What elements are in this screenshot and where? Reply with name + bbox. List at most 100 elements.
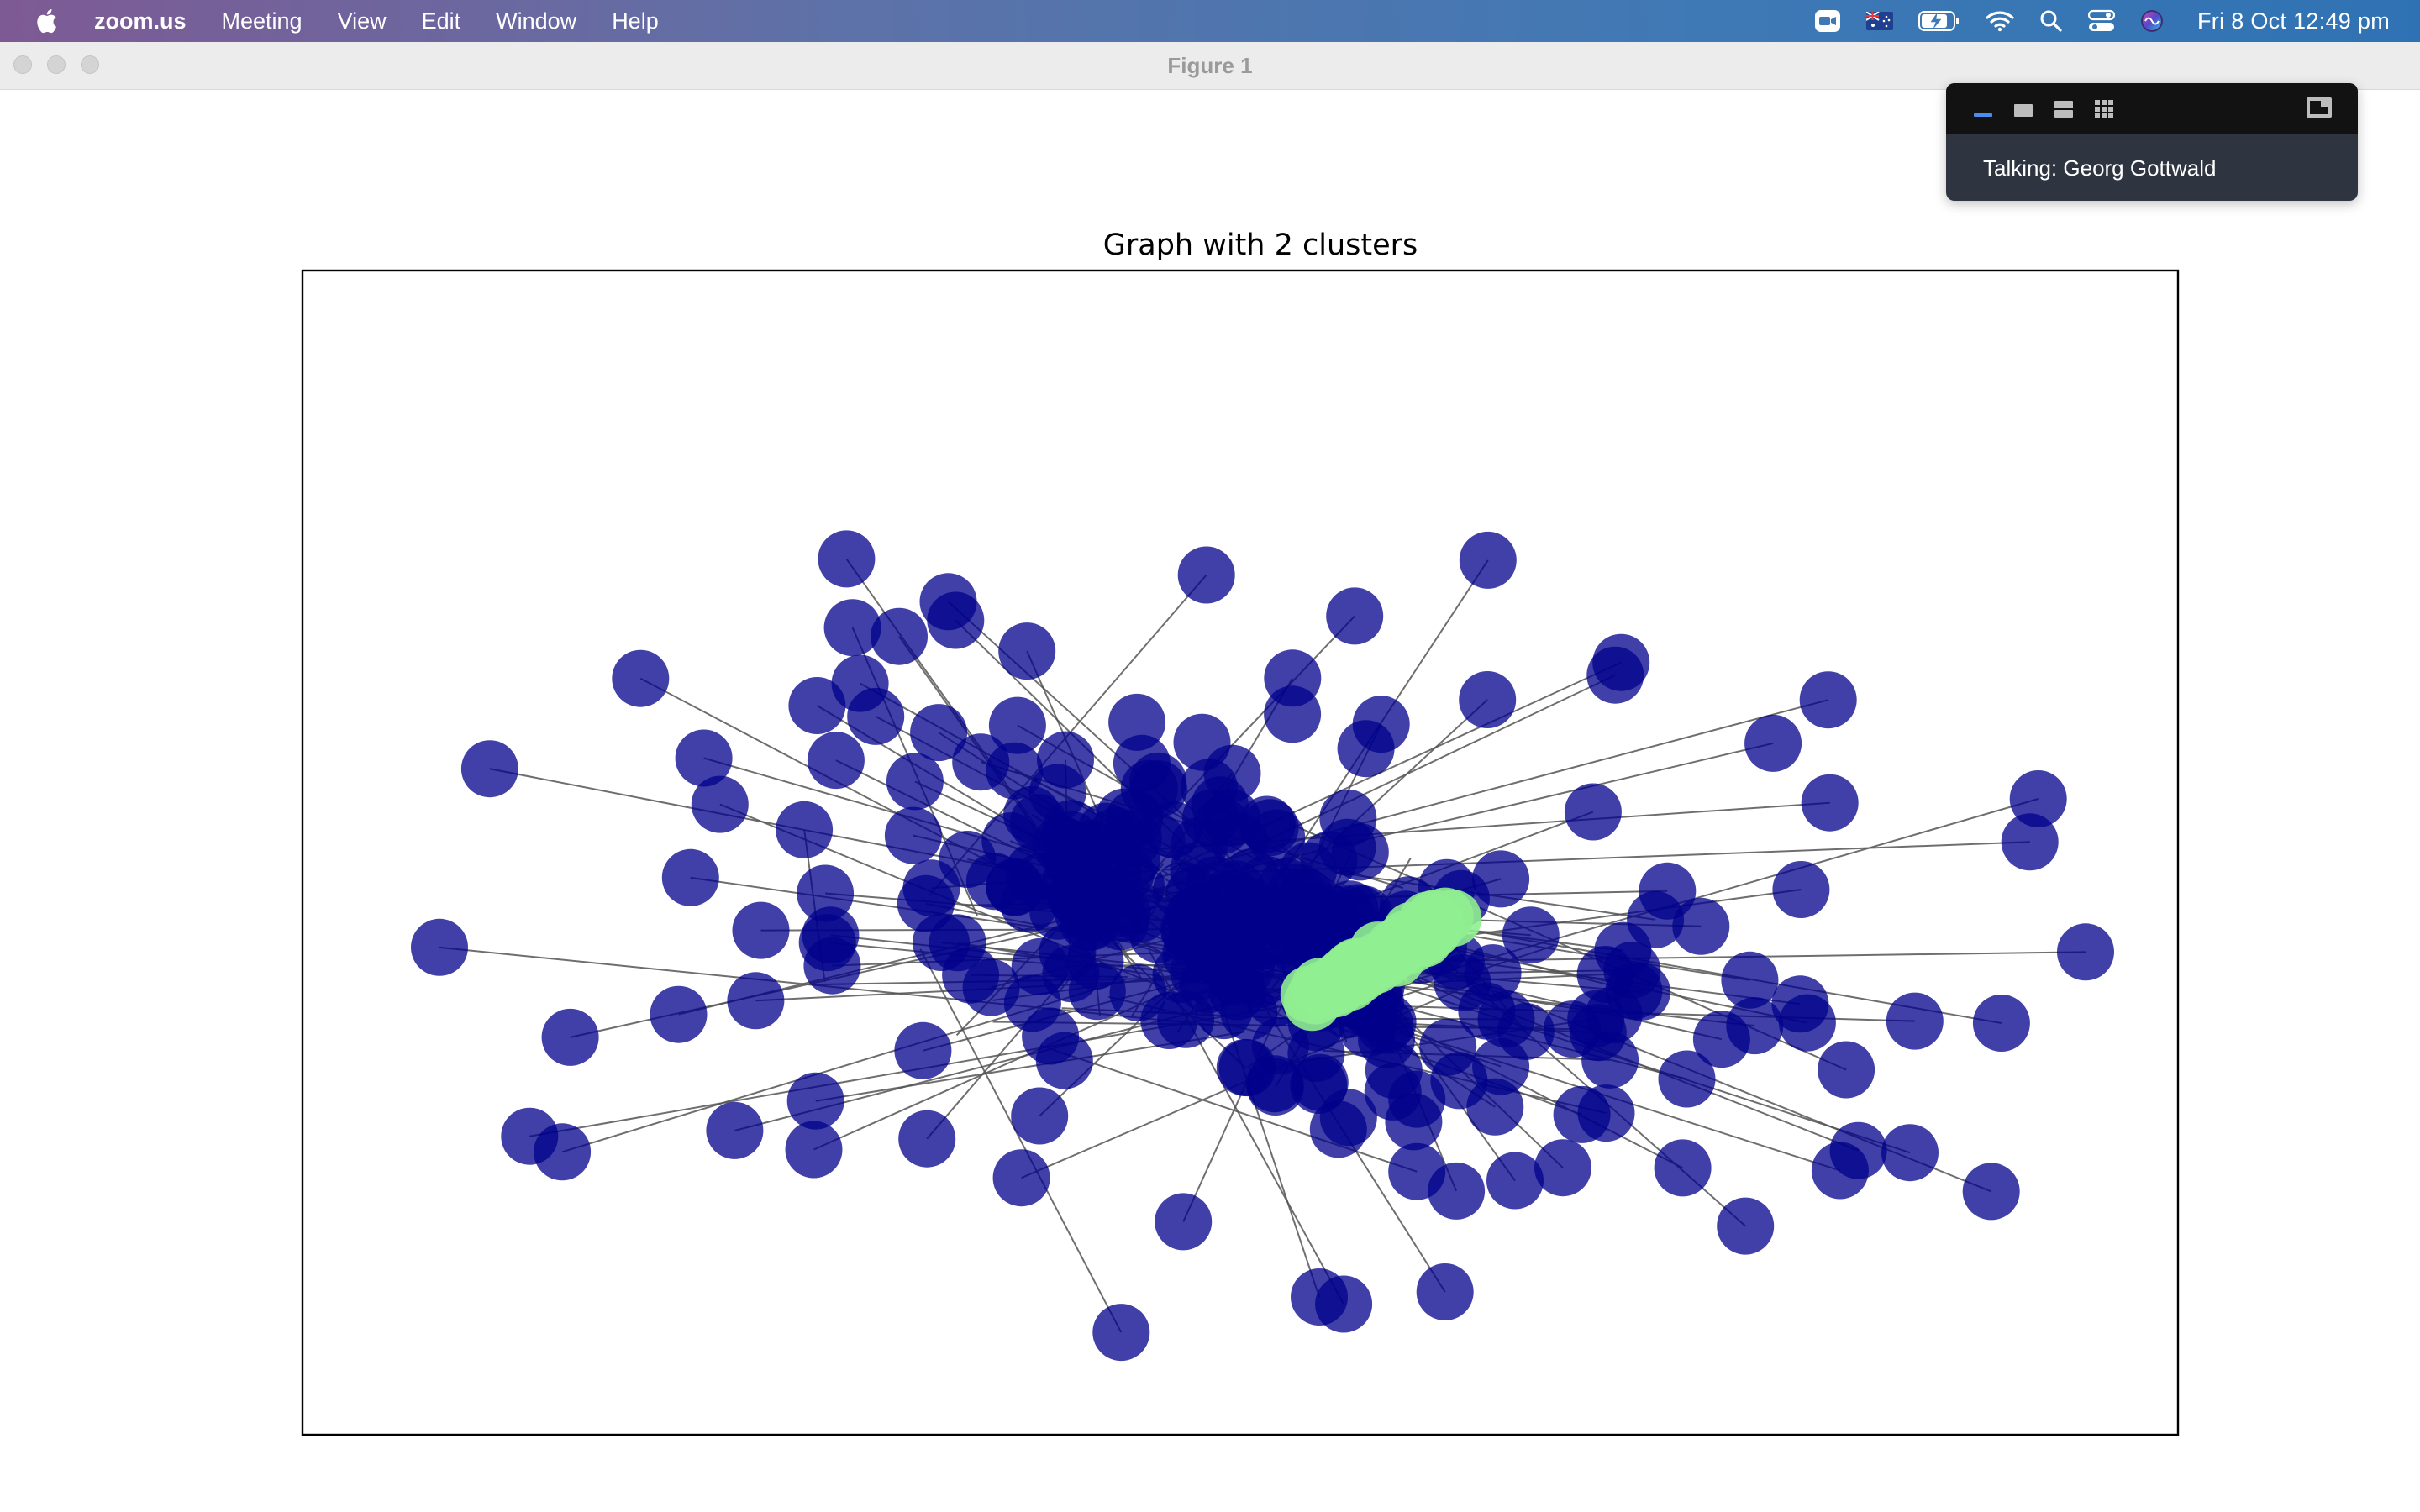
graph-node-cluster-1: [706, 1101, 764, 1159]
battery-charging-icon[interactable]: [1918, 10, 1960, 32]
spotlight-search-icon[interactable]: [2039, 9, 2063, 33]
chart-title: Graph with 2 clusters: [1102, 228, 1418, 262]
graph-node-cluster-1: [1581, 1031, 1639, 1089]
graph-node-cluster-1: [913, 914, 970, 971]
close-window-button[interactable]: [13, 55, 32, 74]
wifi-icon[interactable]: [1986, 10, 2014, 32]
speaker-view-icon[interactable]: [2012, 98, 2035, 120]
graph-node-cluster-1: [1291, 1268, 1348, 1326]
control-center-icon[interactable]: [2088, 9, 2116, 33]
graph-node-cluster-1: [1459, 671, 1517, 728]
graph-node-cluster-1: [1326, 587, 1384, 645]
minimize-window-button[interactable]: [47, 55, 66, 74]
graph-node-cluster-1: [1726, 997, 1784, 1055]
graph-node-cluster-1: [910, 704, 968, 762]
graph-node-cluster-1: [1140, 992, 1198, 1049]
graph-node-cluster-1: [727, 972, 785, 1030]
minimize-view-icon[interactable]: [1971, 98, 1995, 120]
graph-node-cluster-1: [1592, 633, 1650, 691]
graph-node-cluster-1: [1672, 897, 1730, 955]
graph-node-cluster-1: [1564, 783, 1622, 841]
graph-node-cluster-1: [1962, 1163, 2020, 1221]
menu-window[interactable]: Window: [496, 8, 577, 34]
graph-node-cluster-1: [650, 985, 708, 1043]
graph-node-cluster-1: [986, 858, 1044, 916]
graph-node-cluster-1: [1717, 1197, 1775, 1255]
graph-node-cluster-1: [1472, 850, 1530, 908]
figure-canvas: Graph with 2 clusters: [0, 90, 2420, 1512]
zoom-camera-icon[interactable]: [1814, 9, 1841, 33]
graph-node-cluster-1: [1419, 1018, 1477, 1076]
graph-node-cluster-1: [871, 607, 928, 665]
graph-node-cluster-1: [1801, 774, 1859, 832]
menu-view[interactable]: View: [337, 8, 387, 34]
graph-node-cluster-1: [1063, 885, 1121, 942]
graph-node-cluster-1: [1744, 714, 1802, 772]
graph-node-cluster-1: [1772, 861, 1830, 918]
expand-window-icon[interactable]: [2306, 97, 2333, 118]
graph-node-cluster-1: [1129, 906, 1186, 963]
graph-node-cluster-1: [1043, 811, 1101, 869]
graph-node-cluster-1: [1658, 1050, 1716, 1108]
graph-node-cluster-1: [798, 914, 856, 972]
graph-node-cluster-1: [1829, 1121, 1887, 1179]
gallery-view-icon[interactable]: [2092, 98, 2116, 120]
graph-node-cluster-1: [1128, 812, 1186, 870]
graph-node-cluster-1: [1011, 1087, 1069, 1145]
graph-node-cluster-1: [675, 729, 733, 787]
graph-node-cluster-1: [1177, 546, 1235, 604]
menu-bar-clock[interactable]: Fri 8 Oct 12:49 pm: [2197, 8, 2390, 34]
graph-node-cluster-1: [1721, 951, 1779, 1009]
graph-node-cluster-1: [2009, 770, 2067, 827]
graph-node-cluster-1: [1245, 1055, 1303, 1113]
app-name[interactable]: zoom.us: [94, 8, 187, 34]
graph-edge: [919, 948, 1123, 1333]
graph-node-cluster-1: [1972, 995, 2030, 1052]
graph-node-cluster-1: [1486, 1152, 1544, 1210]
graph-node-cluster-1: [1428, 1162, 1486, 1220]
graph-node-cluster-1: [898, 1110, 956, 1168]
graph-node-cluster-1: [1220, 983, 1278, 1041]
graph-node-cluster-1: [1300, 831, 1358, 889]
graph-node-cluster-1: [1092, 1304, 1150, 1362]
graph-node-cluster-1: [797, 864, 855, 922]
graph-node-cluster-1: [1287, 1024, 1345, 1082]
menu-bar: zoom.us Meeting View Edit Window Help Fr…: [0, 0, 2420, 42]
graph-node-cluster-1: [823, 599, 881, 657]
graph-node-cluster-1: [1594, 921, 1652, 979]
graph-node-cluster-1: [1459, 531, 1517, 589]
graph-node-cluster-1: [1155, 1193, 1213, 1251]
zoom-window-button[interactable]: [81, 55, 99, 74]
graph-node-cluster-1: [732, 901, 790, 959]
window-title: Figure 1: [1167, 53, 1253, 78]
graph-node-cluster-1: [1553, 1085, 1611, 1143]
graph-node-cluster-1: [1129, 752, 1187, 810]
graph-node-cluster-1: [1238, 795, 1296, 853]
graph-node-cluster-1: [1182, 925, 1240, 983]
graph-node-cluster-1: [998, 622, 1056, 680]
menu-meeting[interactable]: Meeting: [221, 8, 302, 34]
talking-indicator: Talking: Georg Gottwald: [1983, 155, 2217, 181]
graph-node-cluster-1: [1203, 744, 1261, 802]
graph-node-cluster-1: [1108, 693, 1166, 751]
network-graph-plot: [301, 269, 2180, 1436]
graph-node-cluster-1: [1182, 790, 1239, 848]
graph-node-cluster-1: [831, 654, 889, 712]
graph-node-cluster-1: [818, 530, 876, 588]
graph-node-cluster-1: [807, 732, 865, 790]
graph-node-cluster-1: [1477, 990, 1535, 1048]
graph-node-cluster-1: [2001, 813, 2059, 871]
graph-node-cluster-1: [460, 740, 518, 798]
strip-view-icon[interactable]: [2052, 98, 2075, 120]
australia-flag-icon[interactable]: [1866, 12, 1894, 30]
graph-node-cluster-1: [1534, 1139, 1591, 1197]
siri-icon[interactable]: [2140, 9, 2164, 33]
graph-node-cluster-1: [1886, 992, 1944, 1050]
menu-edit[interactable]: Edit: [421, 8, 461, 34]
graph-node-cluster-1: [1654, 1139, 1712, 1197]
graph-node-cluster-1: [661, 848, 719, 906]
menu-help[interactable]: Help: [612, 8, 659, 34]
zoom-floating-panel[interactable]: Talking: Georg Gottwald: [1946, 83, 2358, 201]
graph-node-cluster-1: [1502, 906, 1560, 964]
apple-icon[interactable]: [35, 8, 60, 34]
